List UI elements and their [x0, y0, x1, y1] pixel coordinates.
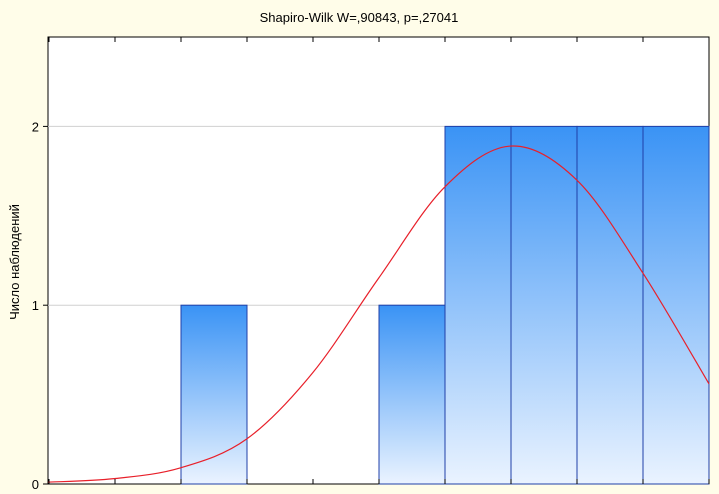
histogram-bar: [576, 125, 644, 485]
normal-curve: [47, 145, 710, 483]
y-axis-label: Число наблюдений: [7, 204, 22, 320]
histogram-bar: [378, 304, 446, 485]
histogram-bar: [510, 125, 578, 485]
histogram-bar: [642, 125, 710, 485]
y-axis-ticks: 0 1 2: [32, 119, 48, 492]
histogram-bar: [180, 304, 248, 485]
chart-title: Shapiro-Wilk W=,90843, p=,27041: [260, 10, 459, 25]
y-tick-label: 0: [32, 477, 39, 492]
bars-group: [180, 125, 710, 485]
histogram-bar: [444, 125, 512, 485]
y-tick-label: 1: [32, 298, 39, 313]
x-axis-ticks: [48, 37, 710, 484]
y-tick-label: 2: [32, 119, 39, 134]
